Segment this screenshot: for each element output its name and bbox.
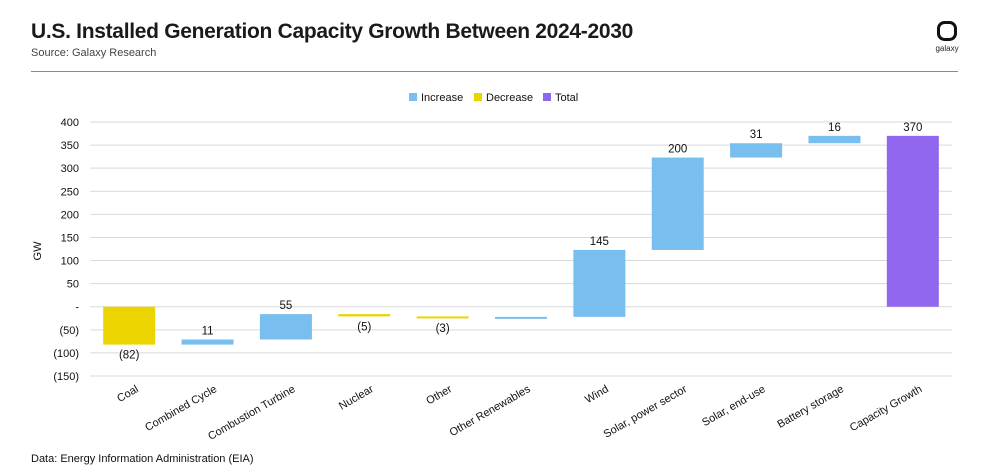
data-label: 16 xyxy=(828,122,841,134)
bar-increase xyxy=(573,249,626,317)
galaxy-logo-icon xyxy=(937,21,957,41)
x-tick-label: Nuclear xyxy=(337,383,376,413)
y-tick-label: 300 xyxy=(61,163,79,175)
legend: Increase Decrease Total xyxy=(409,92,578,104)
x-tick-label: Other Renewables xyxy=(448,383,533,439)
bar-decrease xyxy=(103,306,156,345)
bars xyxy=(103,135,939,345)
y-tick-label: 200 xyxy=(61,209,79,221)
y-tick-label: (50) xyxy=(59,325,79,337)
bar-increase xyxy=(730,143,783,158)
x-tick-label: Combined Cycle xyxy=(143,383,219,434)
legend-label-increase: Increase xyxy=(421,92,463,104)
x-tick-label: Coal xyxy=(115,383,141,405)
bar-increase xyxy=(808,135,861,144)
gridlines xyxy=(90,121,952,377)
bar-decrease xyxy=(338,314,391,317)
data-label: 145 xyxy=(590,236,609,248)
data-label: 200 xyxy=(668,144,687,156)
x-tick-label: Battery storage xyxy=(775,383,846,431)
data-label: 55 xyxy=(280,300,293,312)
page-title: U.S. Installed Generation Capacity Growt… xyxy=(31,20,634,43)
y-tick-label: - xyxy=(75,302,79,314)
footer-data-source: Data: Energy Information Administration … xyxy=(31,453,254,465)
galaxy-logo: galaxy xyxy=(930,20,964,53)
y-tick-label: 250 xyxy=(61,186,79,198)
data-label: (82) xyxy=(119,350,140,362)
bar-decrease xyxy=(416,316,469,319)
y-tick-label: (150) xyxy=(53,371,79,383)
data-label: (3) xyxy=(436,323,450,335)
data-label: 11 xyxy=(202,326,214,338)
data-labels: (82) 11 55 (5) (3) 145 200 31 16 370 xyxy=(119,122,922,362)
legend-swatch-increase xyxy=(409,93,417,101)
y-tick-label: 150 xyxy=(61,232,79,244)
bar-increase xyxy=(495,316,547,319)
data-label: (5) xyxy=(357,321,371,333)
source-label: Source: Galaxy Research xyxy=(31,47,157,59)
y-tick-label: 50 xyxy=(67,279,79,291)
bar-increase xyxy=(259,314,312,340)
legend-label-decrease: Decrease xyxy=(486,92,533,104)
y-tick-label: (100) xyxy=(53,348,79,360)
legend-swatch-decrease xyxy=(474,93,482,101)
legend-label-total: Total xyxy=(555,92,578,104)
y-tick-label: 100 xyxy=(61,256,79,268)
data-label: 31 xyxy=(750,129,763,141)
y-tick-label: 400 xyxy=(61,117,79,129)
x-tick-label: Solar, end-use xyxy=(700,383,767,429)
y-axis-label: GW xyxy=(32,241,44,261)
x-tick-label: Other xyxy=(424,383,454,407)
x-tick-label: Solar, power sector xyxy=(602,383,690,441)
x-tick-label: Capacity Growth xyxy=(848,383,924,434)
bar-total xyxy=(886,135,939,307)
header-divider xyxy=(31,71,958,72)
bar-increase xyxy=(651,157,704,250)
x-tick-label: Wind xyxy=(583,383,611,406)
x-tick-label: Combustion Turbine xyxy=(206,383,297,443)
y-tick-label: 350 xyxy=(61,140,79,152)
data-label: 370 xyxy=(903,122,922,134)
logo-wordmark: galaxy xyxy=(935,44,959,53)
legend-swatch-total xyxy=(543,93,551,101)
bar-increase xyxy=(181,339,234,345)
y-axis-ticks: 400 350 300 250 200 150 100 50 - (50) (100) (150) xyxy=(53,117,79,383)
